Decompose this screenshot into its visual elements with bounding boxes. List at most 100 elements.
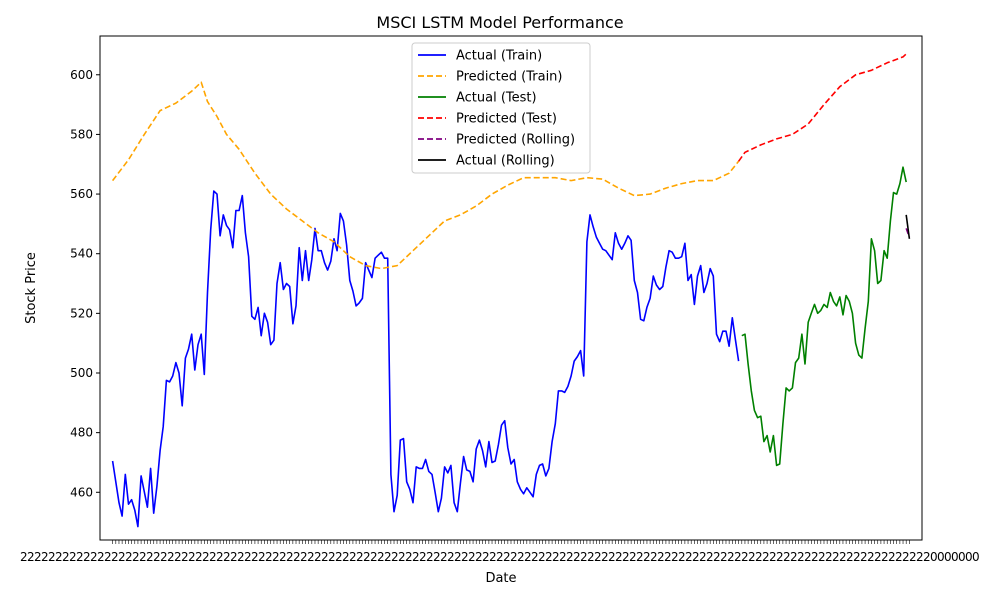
y-tick-label: 520 [70, 306, 93, 320]
x-tick-label: 2 [398, 550, 406, 564]
x-tick-label: 2 [139, 550, 147, 564]
x-axis-label: Date [485, 571, 516, 586]
x-tick-label: 2 [328, 550, 336, 564]
x-tick-label: 2 [321, 550, 329, 564]
x-tick-label: 2 [258, 550, 266, 564]
series-line-actual-rolling [905, 214, 911, 239]
x-tick-label: 2 [587, 550, 595, 564]
x-tick-label: 2 [671, 550, 679, 564]
x-tick-label: 2 [734, 550, 742, 564]
x-tick-label: 2 [559, 550, 567, 564]
x-tick-label: 2 [426, 550, 434, 564]
x-tick-label: 2 [97, 550, 105, 564]
x-tick-label: 2 [797, 550, 805, 564]
x-tick-label: 2 [286, 550, 294, 564]
x-tick-label: 2 [20, 550, 28, 564]
x-tick-label: 2 [636, 550, 644, 564]
x-tick-label: 2 [664, 550, 672, 564]
x-tick-label: 2 [209, 550, 217, 564]
x-tick-label: 2 [125, 550, 133, 564]
x-tick-label: 2 [377, 550, 385, 564]
x-tick-label: 2 [566, 550, 574, 564]
x-tick-label: 2 [678, 550, 686, 564]
x-tick-label: 2 [846, 550, 854, 564]
x-tick-label: 2 [867, 550, 875, 564]
x-tick-label: 2 [314, 550, 322, 564]
x-tick-label: 2 [503, 550, 511, 564]
x-tick-label: 2 [881, 550, 889, 564]
x-tick-label: 2 [391, 550, 399, 564]
x-tick-label: 2 [34, 550, 42, 564]
x-tick-label: 2 [48, 550, 56, 564]
x-tick-label: 2 [615, 550, 623, 564]
x-tick-label: 2 [160, 550, 168, 564]
legend-label-predicted-test: Predicted (Test) [456, 112, 557, 127]
x-tick-label: 2 [713, 550, 721, 564]
x-tick-label: 2 [769, 550, 777, 564]
x-tick-label: 2 [244, 550, 252, 564]
x-tick-label: 2 [412, 550, 420, 564]
series-line-predicted-test [737, 53, 907, 162]
x-tick-label: 2 [531, 550, 539, 564]
x-tick-label: 2 [230, 550, 238, 564]
legend-box [411, 42, 591, 174]
series-line-predicted-train [111, 81, 740, 270]
x-tick-label: 2 [706, 550, 714, 564]
x-tick-label: 0 [944, 550, 952, 564]
x-tick-label: 2 [916, 550, 924, 564]
x-tick-label: 2 [223, 550, 231, 564]
x-tick-label: 2 [482, 550, 490, 564]
x-tick-label: 2 [62, 550, 70, 564]
x-tick-label: 2 [433, 550, 441, 564]
x-tick-label: 2 [909, 550, 917, 564]
x-tick-label: 2 [888, 550, 896, 564]
x-tick-label: 2 [363, 550, 371, 564]
x-tick-label: 2 [748, 550, 756, 564]
x-tick-label: 2 [895, 550, 903, 564]
legend: Actual (Train) Predicted (Train) Actual (T… [411, 42, 591, 174]
x-tick-label: 2 [356, 550, 364, 564]
x-tick-label: 2 [489, 550, 497, 564]
plot-area [111, 53, 911, 528]
x-tick-label: 2 [524, 550, 532, 564]
legend-label-actual-train: Actual (Train) [456, 49, 542, 64]
x-tick-label: 2 [538, 550, 546, 564]
x-tick-label: 2 [874, 550, 882, 564]
x-tick-label: 2 [853, 550, 861, 564]
x-tick-label: 2 [622, 550, 630, 564]
x-tick-label: 2 [762, 550, 770, 564]
x-tick-label: 2 [118, 550, 126, 564]
x-tick-label: 2 [629, 550, 637, 564]
x-tick-label: 2 [349, 550, 357, 564]
y-tick-label: 580 [70, 127, 93, 141]
y-tick-label: 500 [70, 366, 93, 380]
x-tick-label: 2 [825, 550, 833, 564]
x-tick-label: 2 [335, 550, 343, 564]
x-tick-label: 2 [755, 550, 763, 564]
x-tick-label: 2 [657, 550, 665, 564]
x-tick-label: 2 [818, 550, 826, 564]
x-tick-label: 2 [923, 550, 931, 564]
x-tick-label: 2 [265, 550, 273, 564]
x-tick-label: 2 [545, 550, 553, 564]
x-tick-label: 2 [804, 550, 812, 564]
x-tick-label: 0 [965, 550, 973, 564]
x-tick-label: 2 [580, 550, 588, 564]
x-tick-label: 2 [440, 550, 448, 564]
x-tick-label: 2 [342, 550, 350, 564]
series-line-actual-test [741, 166, 907, 467]
x-tick-label: 2 [643, 550, 651, 564]
x-tick-label: 2 [860, 550, 868, 564]
x-tick-label: 0 [972, 550, 980, 564]
x-tick-label: 2 [153, 550, 161, 564]
x-tick-label: 2 [419, 550, 427, 564]
x-tick-label: 2 [104, 550, 112, 564]
x-tick-label: 2 [90, 550, 98, 564]
x-tick-label: 2 [202, 550, 210, 564]
y-tick-label: 460 [70, 485, 93, 499]
y-tick-label: 560 [70, 187, 93, 201]
x-tick-label: 2 [384, 550, 392, 564]
x-tick-label: 2 [272, 550, 280, 564]
x-tick-label: 2 [496, 550, 504, 564]
